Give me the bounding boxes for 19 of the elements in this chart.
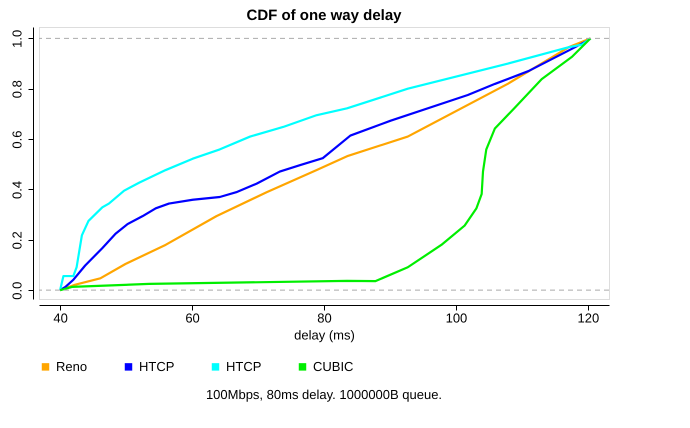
- legend-label: Reno: [56, 358, 88, 374]
- legend-label: CUBIC: [313, 358, 354, 374]
- y-tick-label: 0.4: [10, 180, 24, 199]
- x-tick-label: 120: [578, 310, 600, 326]
- x-tick-label: 40: [53, 310, 68, 326]
- legend-label: HTCP: [139, 358, 174, 374]
- y-tick-label: 0.0: [10, 282, 24, 300]
- legend-label: HTCP: [226, 358, 262, 374]
- y-tick-label: 0.6: [10, 130, 24, 149]
- x-tick-label: 80: [317, 310, 332, 326]
- x-tick-label: 100: [446, 310, 468, 326]
- x-tick-label: 60: [185, 310, 200, 326]
- text: 100Mbps, 80ms delay. 1000000B queue.: [206, 387, 442, 402]
- x-axis-title: delay (ms): [294, 328, 355, 342]
- y-tick-label: 0.8: [10, 80, 24, 98]
- y-tick-label: 1.0: [10, 30, 24, 48]
- line-series: [59, 37, 592, 292]
- chart-title: CDF of one way delay: [246, 7, 402, 24]
- y-tick-label: 0.2: [10, 231, 24, 250]
